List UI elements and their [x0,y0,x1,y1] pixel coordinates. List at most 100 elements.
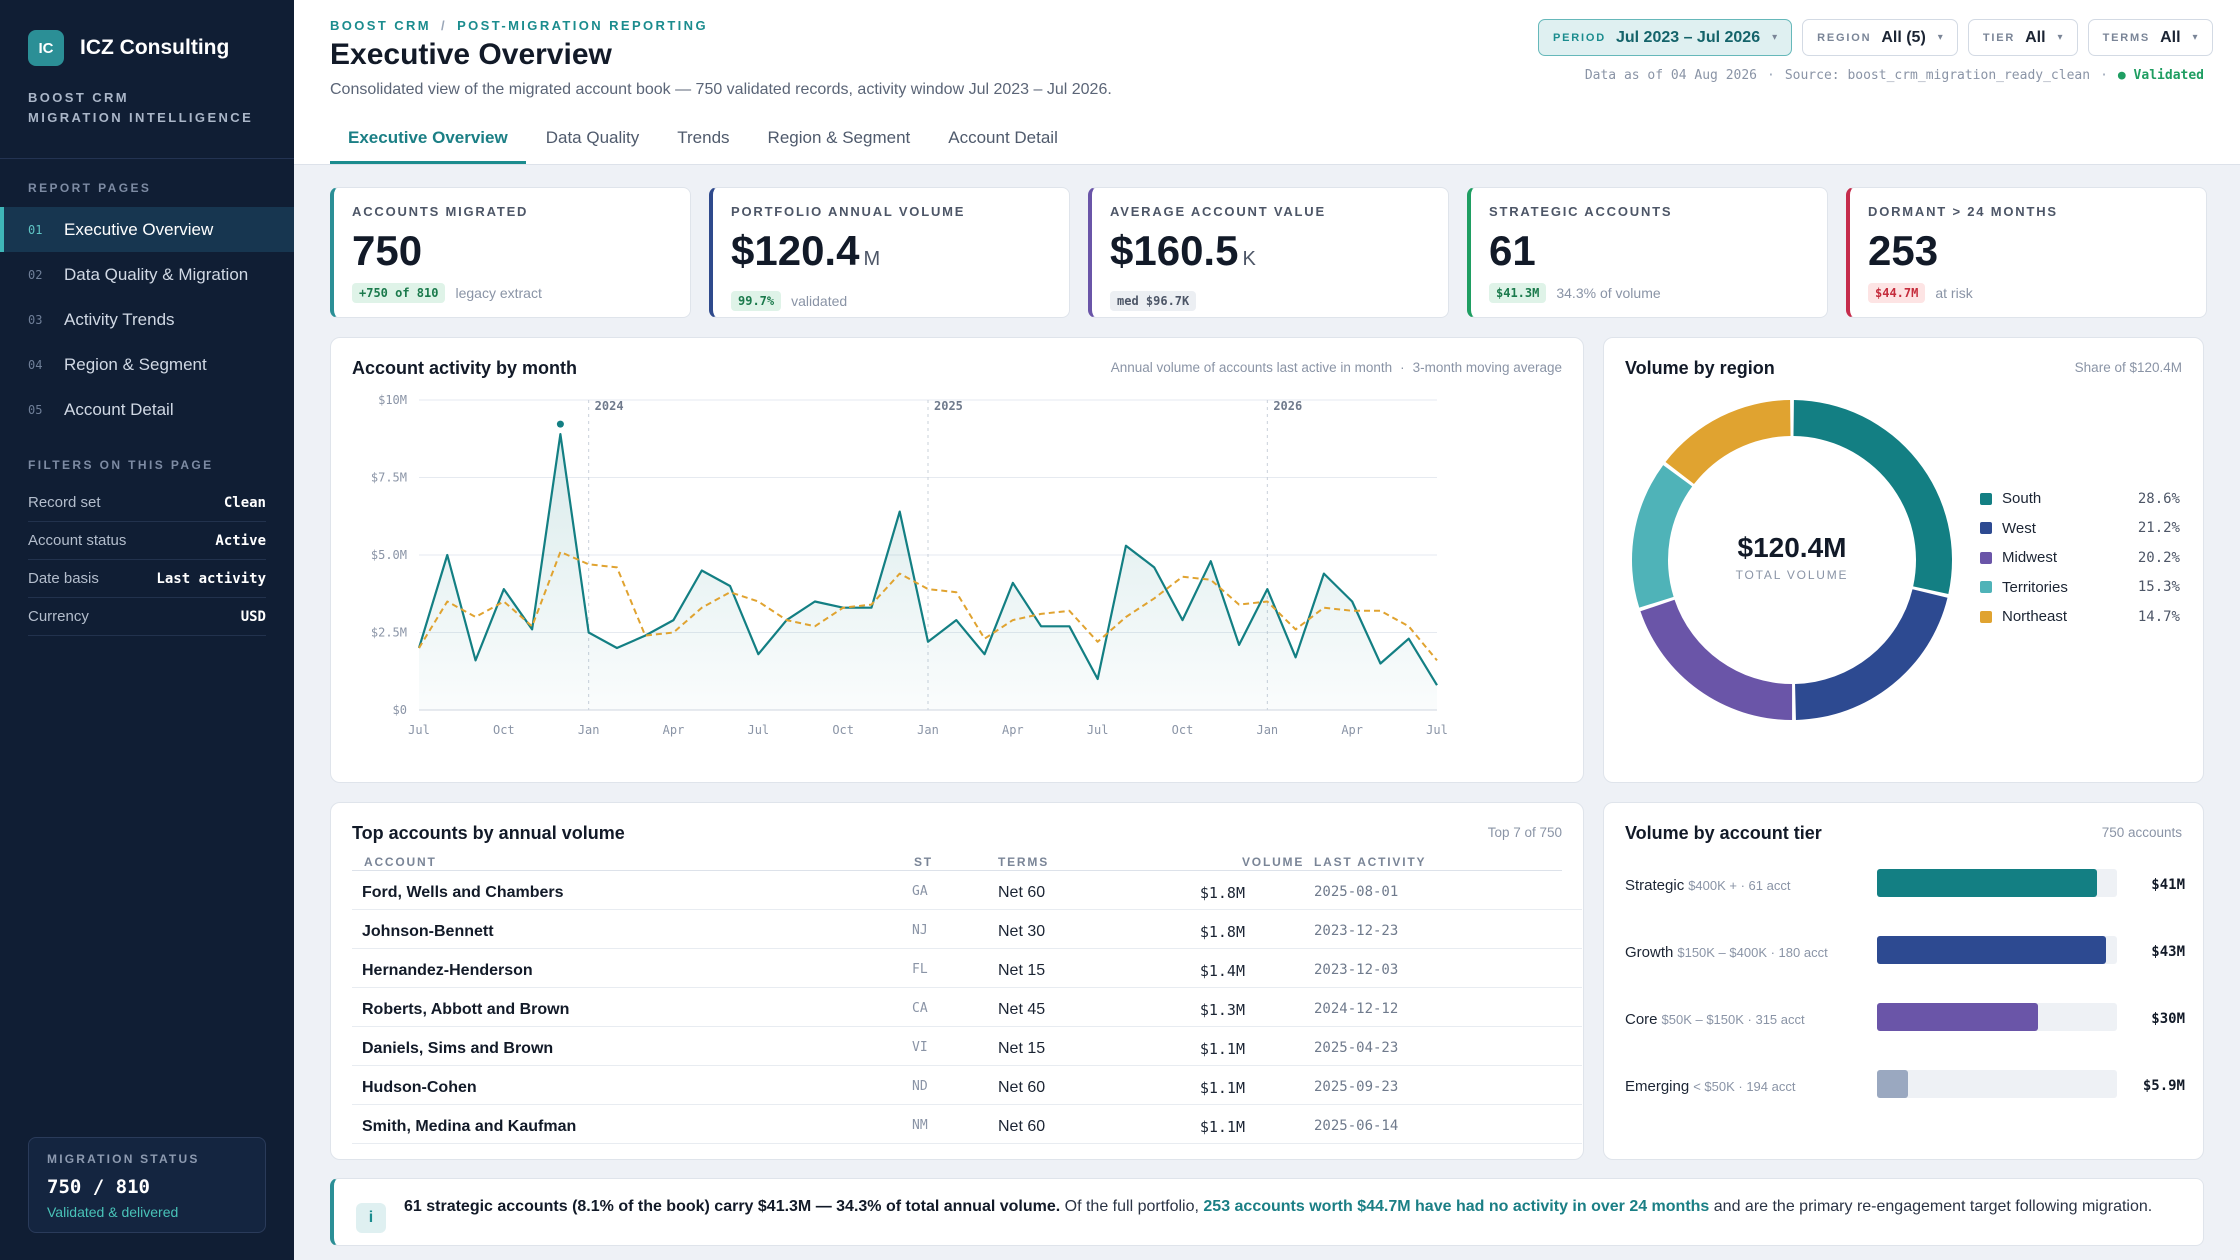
kpi-footer: $41.3M 34.3% of volume [1489,283,1809,303]
legend-item-west[interactable]: West 21.2% [1980,514,2180,544]
sidebar-item-region-segment[interactable]: 04 Region & Segment [0,342,294,387]
tier-row-core[interactable]: Core $50K – $150K · 315 acct $30M [1625,1001,2185,1041]
breadcrumb-item[interactable]: BOOST CRM [330,18,432,33]
cell-volume: $1.1M [1199,1118,1245,1136]
table-row[interactable]: Smith, Medina and Kaufman NM Net 60 $1.1M 20… [352,1105,1582,1144]
filter-account-status[interactable]: Account status Active [28,522,266,560]
breadcrumb-item[interactable]: POST-MIGRATION REPORTING [457,18,708,33]
donut-slice-west[interactable] [1795,589,1948,720]
kpi-label: PORTFOLIO ANNUAL VOLUME [731,204,966,219]
legend-item-midwest[interactable]: Midwest 20.2% [1980,543,2180,573]
tier-description: < $50K · 194 acct [1693,1079,1796,1094]
sidebar-item-executive-overview[interactable]: 01 Executive Overview [0,207,294,252]
pill-value: Jul 2023 – Jul 2026 [1615,28,1761,46]
legend-item-northeast[interactable]: Northeast 14.7% [1980,602,2180,632]
table-row[interactable]: Johnson-Bennett NJ Net 30 $1.8M 2023-12-23 [352,910,1582,949]
cell-last-activity: 2025-06-14 [1314,1118,1399,1134]
x-tick-label: Jan [578,723,600,737]
brand-name: ICZ Consulting [80,36,230,59]
col-terms[interactable]: TERMS [998,855,1049,869]
donut-slice-territories[interactable] [1632,465,1693,608]
sidebar-item-data-quality[interactable]: 02 Data Quality & Migration [0,252,294,297]
chevron-down-icon: ▾ [2192,32,2198,43]
tier-row-strategic[interactable]: Strategic $400K + · 61 acct $41M [1625,867,2185,907]
legend-item-south[interactable]: South 28.6% [1980,484,2180,514]
sidebar-item-account-detail[interactable]: 05 Account Detail [0,387,294,432]
tab-account-detail[interactable]: Account Detail [948,128,1058,147]
migration-status-text: Validated & delivered [47,1204,179,1220]
cell-state: ND [912,1079,928,1094]
legend-percent: 15.3% [2137,579,2180,596]
col-account[interactable]: ACCOUNT [364,855,437,869]
tier-row-emerging[interactable]: Emerging < $50K · 194 acct $5.9M [1625,1068,2185,1108]
pill-label: TIER [1982,31,2016,44]
cell-last-activity: 2024-12-12 [1314,1001,1399,1017]
table-row[interactable]: Daniels, Sims and Brown VI Net 15 $1.1M 2025… [352,1027,1582,1066]
region-filter[interactable]: REGION All (5) ▾ [1802,19,1958,56]
col-volume[interactable]: VOLUME [1242,855,1305,869]
tab-region-segment[interactable]: Region & Segment [767,128,911,147]
pill-label: TERMS [2102,31,2151,44]
nav-label: Account Detail [64,399,174,419]
meta-separator: · [1767,68,1775,83]
legend-label: South [2002,490,2042,508]
kpi-badge: $44.7M [1868,283,1926,303]
sidebar-divider [0,158,294,159]
pill-value: All (5) [1881,28,1926,46]
terms-filter[interactable]: TERMS All ▾ [2087,19,2213,56]
tier-name: Growth [1625,944,1674,961]
filter-record-set[interactable]: Record set Clean [28,484,266,522]
kpi-footer: $44.7M at risk [1868,283,2188,303]
kpi-number: 253 [1868,227,1939,274]
tab-data-quality[interactable]: Data Quality [545,128,640,147]
filter-label: Account status [28,532,127,549]
kpi-label: DORMANT > 24 MONTHS [1868,204,2058,219]
table-row[interactable]: Roberts, Abbott and Brown CA Net 45 $1.3M 20… [352,988,1582,1027]
peak-point[interactable] [556,420,564,428]
cell-state: FL [912,962,928,977]
filters-heading: FILTERS ON THIS PAGE [28,458,214,472]
brand-subtitle: BOOST CRM MIGRATION INTELLIGENCE [0,66,294,128]
sidebar-item-activity-trends[interactable]: 03 Activity Trends [0,297,294,342]
x-tick-label: Jul [1087,723,1109,737]
migration-status-label: MIGRATION STATUS [47,1152,200,1166]
tier-label: Growth $150K – $400K · 180 acct [1625,944,1828,961]
cell-terms: Net 30 [998,923,1046,940]
donut-slice-northeast[interactable] [1665,400,1791,485]
period-filter[interactable]: PERIOD Jul 2023 – Jul 2026 ▾ [1538,19,1793,56]
filter-date-basis[interactable]: Date basis Last activity [28,560,266,598]
pill-value: All [2160,28,2181,46]
pill-label: REGION [1817,31,1872,44]
year-marker-label: 2026 [1273,399,1302,413]
cell-state: NM [912,1118,928,1133]
tier-description: $50K – $150K · 315 acct [1661,1012,1805,1027]
kpi-badge: $41.3M [1489,283,1547,303]
tier-name: Strategic [1625,877,1685,894]
nav-number: 01 [28,222,43,237]
cell-last-activity: 2023-12-23 [1314,923,1399,939]
donut-slice-south[interactable] [1793,400,1952,595]
table-row[interactable]: Ford, Wells and Chambers GA Net 60 $1.8M 202… [352,871,1582,910]
kpi-unit: K [1242,248,1256,270]
col-last-activity[interactable]: LAST ACTIVITY [1314,855,1427,869]
legend-item-territories[interactable]: Territories 15.3% [1980,573,2180,603]
tier-filter[interactable]: TIER All ▾ [1967,19,2078,56]
top-accounts-card: Top accounts by annual volume Top 7 of 7… [330,802,1584,1160]
cell-last-activity: 2025-09-23 [1314,1079,1399,1095]
table-row[interactable]: Hernandez-Henderson FL Net 15 $1.4M 2023-12-… [352,949,1582,988]
donut-slice-midwest[interactable] [1640,599,1793,720]
tier-chart-note: 750 accounts [2101,825,2182,840]
migration-status-card: MIGRATION STATUS 750 / 810 Validated & d… [28,1137,266,1233]
y-tick-label: $5.0M [371,548,407,562]
filter-value: Last activity [156,570,266,587]
region-chart-card: Volume by region Share of $120.4M $120.4… [1603,337,2204,783]
filter-currency[interactable]: Currency USD [28,598,266,636]
tab-executive-overview[interactable]: Executive Overview [330,118,526,164]
legend-percent: 20.2% [2137,549,2180,566]
tier-row-growth[interactable]: Growth $150K – $400K · 180 acct $43M [1625,934,2185,974]
table-row[interactable]: Hudson-Cohen ND Net 60 $1.1M 2025-09-23 [352,1066,1582,1105]
col-state[interactable]: ST [914,855,933,869]
activity-area [419,434,1437,710]
tier-name: Emerging [1625,1078,1690,1095]
tab-trends[interactable]: Trends [677,128,730,147]
